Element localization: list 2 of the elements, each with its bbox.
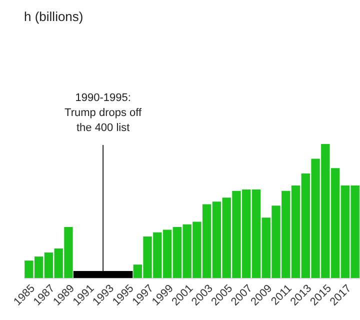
chart-title: h (billions)	[24, 9, 84, 24]
text: 1990-1995: Trump drops off the 400 list	[64, 92, 143, 134]
